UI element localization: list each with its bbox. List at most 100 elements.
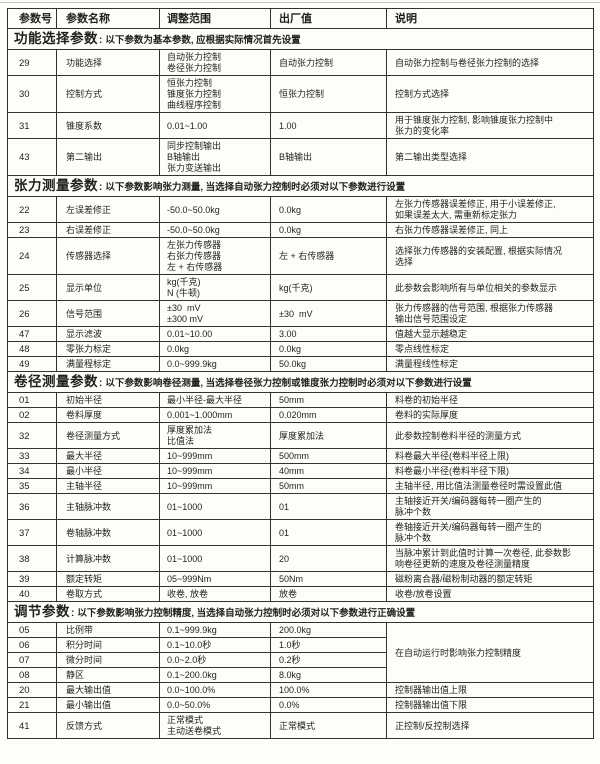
description-line: 主轴半径, 用比值法测量卷径时需设置此值 <box>395 481 563 491</box>
param-name-cell: 卷轴脉冲数 <box>56 519 160 546</box>
range-option: 0.1~999.9kg <box>167 625 217 635</box>
section-subtitle: 以下参数影响张力控制精度, 当选择自动张力控制时必须对以下参数进行正确设置 <box>77 608 416 619</box>
description-line: 自动张力控制与卷径张力控制的选择 <box>395 57 540 68</box>
range-option: B轴输出 <box>167 152 201 162</box>
range-cell: 05~999Nm <box>159 571 271 587</box>
param-number-cell: 49 <box>7 356 57 372</box>
description-cell: 在自动运行时影响张力控制精度 <box>386 622 594 683</box>
range-cell: 左张力传感器 右张力传感器左 + 右传感器 <box>159 237 271 275</box>
range-option: 同步控制输出 <box>167 141 222 151</box>
param-number-cell: 20 <box>7 682 57 698</box>
param-name-cell: 卷料厚度 <box>56 407 160 423</box>
section-title: 卷径测量参数 <box>14 374 98 389</box>
description-cell: 零点线性标定 <box>386 341 594 357</box>
parameter-table-body: 功能选择参数: 以下参数为基本参数, 应根据实际情况首先设置 29 功能选择 自动张力控… <box>7 28 594 739</box>
range-option: 0.001~1.000mm <box>167 410 233 420</box>
param-name-cell: 锥度系数 <box>56 112 160 139</box>
description-line: 收卷/放卷设置 <box>395 589 452 599</box>
factory-value-cell: 01 <box>270 493 387 520</box>
range-option: 10~999mm <box>167 466 213 476</box>
param-number-cell: 35 <box>7 478 57 494</box>
param-row: 23 右误差修正 -50.0~50.0kg 0.0kg 右张力传感器误差修正, 同上 <box>7 222 594 238</box>
description-cell: 当脉冲累计到此值时计算一次卷径, 此参数影 响卷径更新的速度及卷径测量精度 <box>386 545 594 572</box>
range-option: kg(千克) <box>167 277 201 287</box>
section-title: 张力测量参数 <box>14 178 98 193</box>
param-number-cell: 33 <box>7 448 57 464</box>
factory-value-cell: 0.0kg <box>270 341 387 357</box>
param-name-cell: 信号范围 <box>56 300 160 327</box>
range-option: 最小半径-最大半径 <box>167 395 242 405</box>
range-option: -50.0~50.0kg <box>167 225 220 235</box>
range-option: 0.0~100.0% <box>167 685 216 695</box>
range-option: 0.01~10.00 <box>167 329 213 339</box>
range-cell: 0.1~10.0秒 <box>159 637 271 653</box>
param-row: 24 传感器选择 左张力传感器 右张力传感器左 + 右传感器左 + 右传感器 选择张力传… <box>7 237 594 275</box>
param-number-cell: 47 <box>7 326 57 342</box>
range-cell: 10~999mm <box>159 478 271 494</box>
param-number-cell: 36 <box>7 493 57 520</box>
range-option: 01~1000 <box>167 527 203 538</box>
param-name-cell: 右误差修正 <box>56 222 160 238</box>
section-colon: : <box>99 182 103 193</box>
range-cell: 自动张力控制 卷径张力控制 <box>159 49 271 76</box>
description-line: 正控制/反控制选择 <box>395 720 470 731</box>
factory-value-cell: 100.0% <box>270 682 387 698</box>
param-row: 30 控制方式 恒张力控制 锥度张力控制 曲线程序控制 恒张力控制 控制方式选择 <box>7 75 594 113</box>
factory-value-cell: 50.0kg <box>270 356 387 372</box>
description-line: 磁粉离合器/磁粉制动器的额定转矩 <box>395 574 533 584</box>
description-cell: 此参数控制卷料半径的测量方式 <box>386 422 594 449</box>
param-name-cell: 微分时间 <box>56 652 160 668</box>
param-row: 34 最小半径 10~999mm 40mm 料卷最小半径(卷料半径下限) <box>7 463 594 479</box>
range-cell: 0.0~50.0% <box>159 697 271 713</box>
range-option: 05~999Nm <box>167 574 212 584</box>
range-cell: 厚度累加法 比值法 <box>159 422 271 449</box>
description-line: 选择张力传感器的安装配置, 根据实际情况 <box>395 245 563 256</box>
range-option: 0.1~200.0kg <box>167 670 217 680</box>
param-row: 26 信号范围 ±30 mV ±300 mV ±30 mV 张力传感器的信号范围, 根据张… <box>7 300 594 327</box>
description-line: 张力的变化率 <box>395 126 450 136</box>
factory-value-cell: B轴输出 <box>270 138 387 176</box>
column-header-factory-value: 出厂值 <box>270 8 387 29</box>
factory-value-cell: 40mm <box>270 463 387 479</box>
range-option: ±300 mV <box>167 314 203 324</box>
description-line: 料卷最小半径(卷料半径下限) <box>395 466 509 476</box>
range-cell: -50.0~50.0kg <box>159 222 271 238</box>
column-header-description: 说明 <box>386 8 594 29</box>
description-line: 右张力传感器误差修正, 同上 <box>395 225 509 235</box>
param-row: 05 比例带 0.1~999.9kg 200.0kg 在自动运行时影响张力控制精度 <box>7 622 594 683</box>
range-cell: 最小半径-最大半径 <box>159 392 271 408</box>
description-line: 满量程线性标定 <box>395 359 459 369</box>
description-cell: 值越大显示越稳定 <box>386 326 594 342</box>
factory-value-cell: 500mm <box>270 448 387 464</box>
description-cell: 料卷最大半径(卷料半径上限) <box>386 448 594 464</box>
range-option: 0.1~10.0秒 <box>167 640 212 650</box>
range-cell: ±30 mV ±300 mV <box>159 300 271 327</box>
param-number-cell: 43 <box>7 138 57 176</box>
param-row: 32 卷径测量方式 厚度累加法 比值法 厚度累加法 此参数控制卷料半径的测量方式 <box>7 422 594 449</box>
description-line: 左张力传感器误差修正, 用于小误差修正, <box>395 199 556 209</box>
range-cell: 0.0~2.0秒 <box>159 652 271 668</box>
description-line: 当脉冲累计到此值时计算一次卷径, 此参数影 <box>395 548 572 558</box>
param-row: 20 最大输出值 0.0~100.0% 100.0% 控制器输出值上限 <box>7 682 594 698</box>
param-row: 29 功能选择 自动张力控制 卷径张力控制 自动张力控制 自动张力控制与卷径张力控制的选择 <box>7 49 594 76</box>
range-option: 左张力传感器 <box>167 240 222 250</box>
factory-value-cell: ±30 mV <box>270 300 387 327</box>
section-subtitle: 以下参数影响张力测量, 当选择自动张力控制时必须对以下参数进行设置 <box>105 182 406 193</box>
description-cell: 料卷的初始半径 <box>386 392 594 408</box>
section-colon: : <box>99 35 103 46</box>
manual-page: 参数号 参数名称 调整范围 出厂值 说明 功能选择参数: 以下参数为基本参数, 应… <box>0 2 600 739</box>
section-title-cell: 调节参数: 以下参数影响张力控制精度, 当选择自动张力控制时必须对以下参数进行正确… <box>7 601 594 623</box>
description-cell: 左张力传感器误差修正, 用于小误差修正, 如果误差太大, 需重新标定张力 <box>386 196 594 223</box>
factory-value-cell: 放卷 <box>270 586 387 602</box>
factory-value-cell: 恒张力控制 <box>270 75 387 113</box>
range-option: ±30 mV <box>167 303 201 313</box>
description-line: 用于锥度张力控制, 影响锥度张力控制中 <box>395 115 554 125</box>
factory-value-cell: 01 <box>270 519 387 546</box>
description-line: 此参数会影响所有与单位相关的参数显示 <box>395 282 558 293</box>
range-cell: 0.001~1.000mm <box>159 407 271 423</box>
factory-value-cell: 8.0kg <box>270 667 387 683</box>
range-option: 0.0kg <box>167 344 190 354</box>
section-row: 调节参数: 以下参数影响张力控制精度, 当选择自动张力控制时必须对以下参数进行正确… <box>7 601 594 623</box>
param-name-cell: 静区 <box>56 667 160 683</box>
param-number-cell: 40 <box>7 586 57 602</box>
